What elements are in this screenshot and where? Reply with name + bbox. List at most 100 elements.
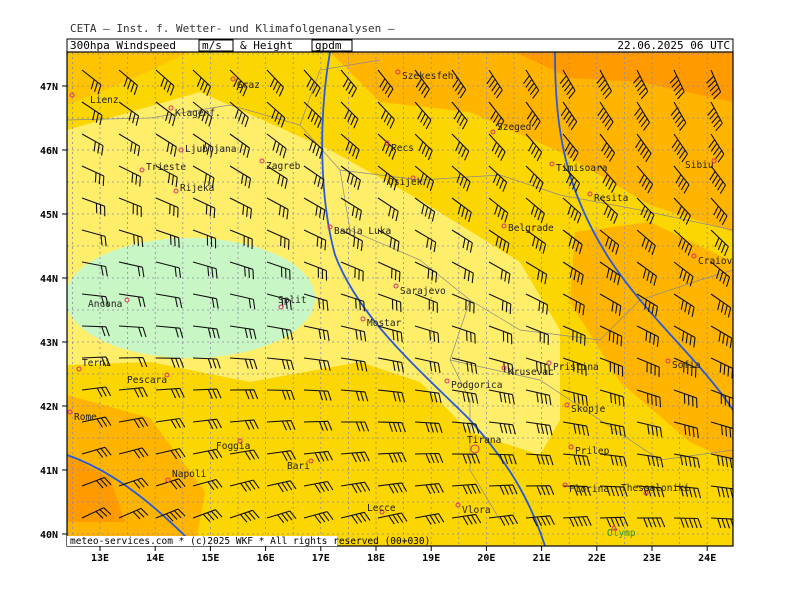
lat-label: 47N <box>40 82 58 93</box>
wind-barb <box>414 261 438 283</box>
wind-barb <box>303 357 331 371</box>
wind-barb <box>377 421 406 433</box>
wind-barb <box>266 261 291 280</box>
city-label: Lienz <box>90 95 119 106</box>
wind-barb <box>303 197 326 220</box>
wind-barb <box>229 197 252 219</box>
wind-barb <box>488 165 508 192</box>
wind-barb <box>340 133 360 160</box>
wind-barb <box>599 261 621 286</box>
wind-barb <box>599 453 627 467</box>
wind-barb <box>451 229 473 253</box>
wind-barb <box>118 165 142 187</box>
city-marker <box>546 360 552 366</box>
wind-barb <box>303 420 333 431</box>
wind-barb <box>673 517 702 529</box>
lon-label: 18E <box>367 553 385 564</box>
city-label: Sofia <box>672 360 701 371</box>
wind-barb <box>192 509 223 522</box>
city-label: Szekesfeh. <box>402 71 459 82</box>
wind-barb <box>525 229 547 254</box>
wind-barb <box>525 197 545 224</box>
lon-label: 22E <box>588 553 606 564</box>
wind-barb <box>81 165 105 186</box>
wind-barb <box>266 480 297 493</box>
lat-label: 44N <box>40 274 58 285</box>
wind-barb <box>81 101 103 126</box>
wind-barb <box>451 389 479 404</box>
wind-barb <box>414 197 436 222</box>
wind-barb <box>340 325 367 342</box>
wind-barb <box>488 421 516 435</box>
city-label: Osijek <box>388 177 423 188</box>
wind-barb <box>229 165 252 189</box>
wind-barb <box>597 101 614 131</box>
city-marker <box>237 438 243 444</box>
wind-barb <box>81 476 112 489</box>
wind-barb <box>377 229 400 252</box>
wind-barb <box>636 293 659 317</box>
city-marker <box>410 175 416 181</box>
wind-barb <box>710 261 731 287</box>
city-marker <box>67 409 73 415</box>
wind-barb <box>377 512 408 525</box>
wind-barb <box>155 261 182 278</box>
wind-barb <box>81 197 106 217</box>
wind-barb <box>377 165 398 191</box>
wind-barb <box>118 387 148 398</box>
wind-barb <box>81 69 102 95</box>
wind-barb <box>303 229 327 251</box>
wind-barb <box>81 261 108 277</box>
wind-barb <box>81 325 110 337</box>
wind-barb <box>266 293 292 311</box>
wind-barb <box>192 418 222 430</box>
wind-barb <box>229 389 259 400</box>
wind-barb <box>266 450 297 461</box>
city-marker <box>568 444 574 450</box>
city-marker <box>278 304 284 310</box>
wind-barb <box>118 197 142 217</box>
wind-barb <box>118 357 148 368</box>
wind-barb <box>303 480 334 493</box>
wind-barb <box>636 421 663 438</box>
wind-barb <box>155 165 178 188</box>
peak-label: Olymp <box>607 528 636 539</box>
lat-label: 45N <box>40 210 58 221</box>
wind-barb <box>155 357 185 368</box>
wind-barb <box>707 101 723 132</box>
wind-barb <box>266 389 295 401</box>
city-marker <box>308 458 314 464</box>
wind-barb <box>451 513 482 526</box>
wind-barb <box>710 229 729 257</box>
wind-barb <box>451 325 476 344</box>
city-label: Lecce <box>367 503 396 514</box>
wind-barb <box>414 452 444 464</box>
wind-barb <box>118 417 149 429</box>
wind-barb <box>451 197 472 223</box>
wind-barb <box>710 517 733 529</box>
lon-label: 19E <box>422 553 440 564</box>
wind-barb <box>599 197 619 224</box>
unit-label: gpdm <box>315 39 342 52</box>
wind-barb <box>414 483 444 495</box>
city-label: Pristina <box>553 362 599 373</box>
wind-barb <box>596 69 612 100</box>
wind-barb <box>451 293 475 314</box>
peak-marker <box>610 524 618 531</box>
wind-barb <box>377 325 403 343</box>
wind-barb <box>710 357 733 379</box>
wind-barb <box>488 197 509 223</box>
wind-barb <box>377 357 404 373</box>
wind-barb <box>414 325 440 343</box>
wind-barb <box>525 357 551 376</box>
wind-barb <box>488 514 519 526</box>
wind-barb <box>599 421 626 437</box>
wind-barb <box>525 485 555 496</box>
lon-label: 23E <box>643 553 661 564</box>
wind-barb <box>636 229 656 256</box>
wind-barb <box>340 229 363 251</box>
wind-barb <box>670 101 687 131</box>
wind-barb <box>340 101 359 129</box>
wind-barb <box>488 101 505 130</box>
city-marker <box>395 69 401 75</box>
